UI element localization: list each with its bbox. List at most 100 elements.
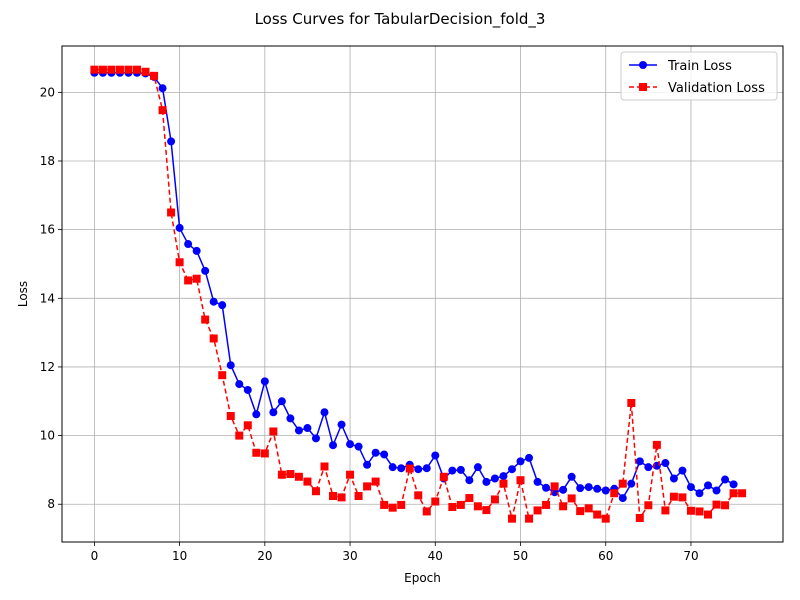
train-loss-point (175, 223, 184, 232)
train-loss-point (507, 465, 516, 474)
x-tick-label: 40 (428, 549, 443, 563)
train-loss-point (533, 477, 542, 486)
train-loss-point (635, 457, 644, 466)
validation-loss-point (124, 65, 133, 74)
train-loss-point (329, 441, 338, 450)
validation-loss-point (329, 492, 338, 501)
validation-loss-point (90, 65, 99, 74)
validation-loss-point (525, 514, 534, 523)
x-axis-label: Epoch (404, 571, 441, 585)
validation-loss-point (576, 507, 585, 516)
validation-loss-point (652, 440, 661, 449)
validation-loss-point (627, 398, 636, 407)
train-loss-point (644, 463, 653, 472)
validation-loss-point (158, 106, 167, 115)
validation-loss-point (669, 492, 678, 501)
x-tick-label: 20 (257, 549, 272, 563)
x-tick-label: 60 (598, 549, 613, 563)
y-tick-label: 20 (40, 85, 55, 99)
validation-loss-point (695, 507, 704, 516)
train-loss-point (542, 483, 551, 492)
train-loss-point (490, 474, 499, 483)
train-loss-point (286, 414, 295, 423)
legend-train-marker (639, 61, 647, 69)
train-loss-point (601, 486, 610, 495)
train-loss-point (678, 466, 687, 475)
x-tick-label: 70 (683, 549, 698, 563)
train-loss-point (525, 453, 534, 462)
legend-validation-marker (639, 83, 647, 91)
validation-loss-point (618, 479, 627, 488)
train-loss-point (311, 434, 320, 443)
validation-loss-point (371, 477, 380, 486)
chart-title: Loss Curves for TabularDecision_fold_3 (255, 10, 546, 29)
train-loss-point (448, 466, 457, 475)
train-loss-point (704, 481, 713, 490)
x-tick-label: 0 (91, 549, 99, 563)
validation-loss-point (473, 502, 482, 511)
validation-loss-point (260, 449, 269, 458)
legend-validation-label: Validation Loss (668, 81, 765, 96)
train-loss-point (473, 463, 482, 472)
validation-loss-point (252, 448, 261, 457)
train-loss-point (584, 483, 593, 492)
validation-loss-point (294, 472, 303, 481)
y-tick-label: 18 (40, 154, 55, 168)
validation-loss-point (704, 510, 713, 519)
validation-loss-point (201, 315, 210, 324)
validation-loss-point (610, 489, 619, 498)
x-tick-label: 30 (342, 549, 357, 563)
validation-loss-point (209, 334, 218, 343)
validation-loss-point (456, 500, 465, 509)
train-loss-point (721, 475, 730, 484)
validation-loss-point (150, 71, 159, 80)
validation-loss-point (482, 506, 491, 515)
validation-loss-point (184, 276, 193, 285)
train-loss-point (465, 476, 474, 485)
train-loss-point (354, 442, 363, 451)
train-loss-point (158, 84, 167, 93)
validation-loss-series (90, 65, 747, 523)
validation-loss-point (729, 489, 738, 498)
train-loss-point (303, 424, 312, 433)
train-loss-point (559, 485, 568, 494)
axis-ticks: 0 10 20 30 40 50 60 70 8 10 12 14 16 18 20 (40, 85, 699, 563)
validation-loss-point (567, 494, 576, 503)
validation-loss-point (507, 514, 516, 523)
validation-loss-point (584, 504, 593, 513)
validation-loss-point (380, 500, 389, 509)
y-axis-label: Loss (16, 281, 30, 307)
validation-loss-point (490, 495, 499, 504)
validation-loss-point (192, 274, 201, 283)
validation-loss-point (226, 412, 235, 421)
train-loss-point (669, 474, 678, 483)
validation-loss-point (235, 431, 244, 440)
data-series (90, 65, 747, 523)
train-loss-point (277, 397, 286, 406)
train-loss-point (243, 385, 252, 394)
train-loss-point (252, 410, 261, 419)
train-loss-point (235, 380, 244, 389)
validation-loss-point (542, 500, 551, 509)
train-loss-point (209, 297, 218, 306)
train-loss-point (363, 460, 372, 469)
validation-loss-point (593, 510, 602, 519)
validation-loss-point (337, 493, 346, 502)
train-loss-point (397, 464, 406, 473)
legend-box (620, 51, 778, 101)
train-loss-point (695, 489, 704, 498)
validation-loss-point (448, 502, 457, 511)
train-loss-point (192, 246, 201, 255)
validation-loss-point (107, 65, 116, 74)
validation-loss-point (550, 482, 559, 491)
x-tick-label: 10 (172, 549, 187, 563)
validation-loss-point (601, 514, 610, 523)
train-loss-point (499, 472, 508, 481)
validation-loss-point (499, 479, 508, 488)
validation-loss-point (422, 507, 431, 516)
x-tick-label: 50 (513, 549, 528, 563)
train-loss-point (729, 480, 738, 489)
validation-loss-point (175, 258, 184, 267)
train-loss-point (422, 464, 431, 473)
